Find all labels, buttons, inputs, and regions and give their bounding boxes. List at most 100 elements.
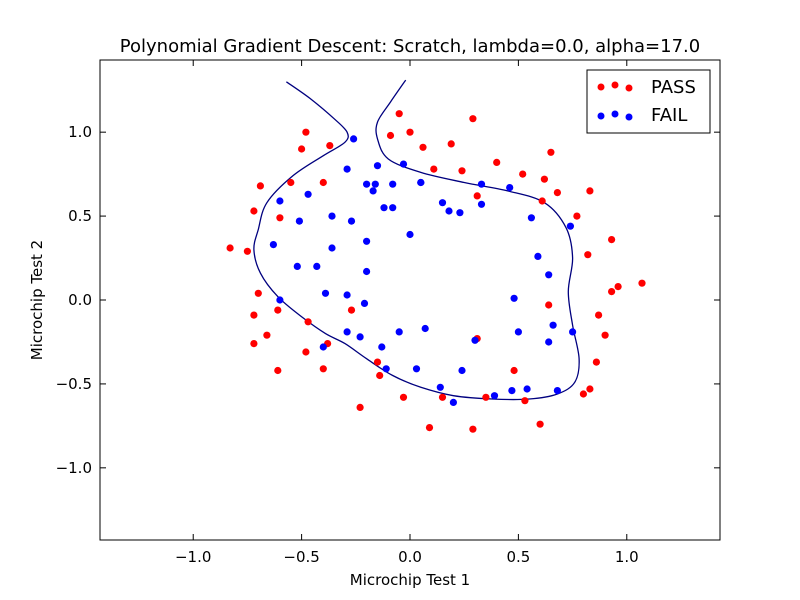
data-point-pass bbox=[304, 318, 312, 326]
data-point-fail bbox=[545, 271, 553, 279]
data-point-pass bbox=[287, 178, 295, 187]
x-tick-label: −1.0 bbox=[175, 548, 211, 566]
x-tick-label: 0.0 bbox=[398, 548, 422, 566]
data-point-pass bbox=[395, 110, 403, 118]
data-point-pass bbox=[579, 390, 588, 398]
data-point-pass bbox=[473, 192, 481, 200]
data-point-fail bbox=[456, 209, 464, 217]
data-point-pass bbox=[254, 289, 262, 297]
data-point-fail bbox=[527, 214, 536, 222]
data-point-pass bbox=[302, 128, 310, 136]
data-point-fail bbox=[363, 267, 371, 276]
data-point-fail bbox=[356, 333, 364, 341]
data-point-fail bbox=[350, 135, 358, 143]
y-tick-label: −0.5 bbox=[56, 375, 92, 393]
data-point-pass bbox=[319, 178, 327, 187]
data-point-pass bbox=[608, 236, 616, 244]
data-point-pass bbox=[482, 393, 490, 401]
x-tick-label: −0.5 bbox=[283, 548, 319, 566]
data-point-pass bbox=[356, 403, 364, 411]
data-point-fail bbox=[549, 321, 557, 329]
data-point-pass bbox=[274, 306, 282, 314]
data-point-fail bbox=[506, 184, 514, 192]
data-point-fail bbox=[363, 180, 371, 188]
data-point-pass bbox=[538, 197, 546, 205]
data-point-fail bbox=[421, 324, 429, 333]
data-point-pass bbox=[586, 385, 594, 393]
data-point-fail bbox=[395, 328, 403, 336]
data-point-fail bbox=[295, 217, 303, 225]
data-point-fail bbox=[471, 336, 479, 344]
legend-entry-fail: FAIL bbox=[597, 105, 687, 126]
data-point-pass bbox=[263, 331, 271, 339]
legend-entry-pass: PASS bbox=[597, 77, 696, 98]
data-point-fail bbox=[276, 296, 284, 304]
y-axis-ticks: −1.0 −0.5 0.0 0.5 1.0 bbox=[56, 123, 720, 477]
legend-marker-pass bbox=[597, 83, 605, 91]
data-point-fail bbox=[321, 289, 330, 297]
data-point-fail bbox=[438, 199, 447, 207]
chart-title: Polynomial Gradient Descent: Scratch, la… bbox=[120, 36, 700, 57]
legend-box bbox=[586, 69, 711, 134]
data-point-pass bbox=[406, 128, 414, 136]
data-point-pass bbox=[399, 393, 408, 401]
data-point-pass bbox=[584, 251, 592, 259]
data-point-fail bbox=[382, 365, 390, 373]
data-point-pass bbox=[226, 244, 234, 252]
data-point-fail bbox=[436, 383, 444, 391]
data-point-fail bbox=[508, 387, 516, 395]
data-point-fail bbox=[534, 252, 542, 260]
data-point-fail bbox=[378, 343, 386, 351]
data-point-pass bbox=[601, 331, 609, 339]
data-point-fail bbox=[319, 343, 327, 351]
data-point-pass bbox=[250, 207, 258, 215]
data-point-fail bbox=[328, 244, 336, 252]
data-point-fail bbox=[373, 162, 382, 170]
legend-marker-fail bbox=[625, 113, 633, 121]
data-point-fail bbox=[406, 230, 414, 239]
data-point-fail bbox=[477, 180, 486, 188]
data-point-pass bbox=[347, 306, 356, 314]
data-point-fail bbox=[276, 197, 284, 205]
data-point-fail bbox=[399, 160, 408, 168]
data-point-pass bbox=[386, 131, 395, 140]
data-point-pass bbox=[419, 143, 427, 151]
data-point-fail bbox=[553, 387, 562, 395]
data-point-pass bbox=[430, 165, 438, 173]
data-point-pass bbox=[510, 366, 518, 375]
data-point-pass bbox=[469, 425, 477, 433]
data-point-fail bbox=[417, 178, 425, 187]
data-point-pass bbox=[608, 288, 616, 296]
x-axis-label: Microchip Test 1 bbox=[350, 571, 470, 589]
data-point-fail bbox=[545, 338, 553, 346]
data-point-pass bbox=[595, 311, 603, 319]
data-point-fail bbox=[371, 180, 379, 188]
data-point-pass bbox=[373, 358, 382, 366]
data-point-fail bbox=[269, 241, 277, 249]
data-point-fail bbox=[343, 291, 351, 299]
data-point-fail bbox=[566, 222, 575, 230]
x-tick-label: 0.5 bbox=[506, 548, 530, 566]
data-point-pass bbox=[250, 340, 258, 348]
data-point-fail bbox=[304, 190, 312, 198]
y-tick-label: 0.0 bbox=[68, 291, 92, 309]
decision-boundary-layer bbox=[253, 79, 580, 401]
data-point-pass bbox=[638, 279, 646, 287]
data-point-fail bbox=[313, 262, 321, 270]
data-points-layer bbox=[226, 110, 646, 433]
data-point-pass bbox=[586, 187, 594, 195]
data-point-fail bbox=[343, 328, 351, 336]
data-point-pass bbox=[447, 140, 455, 148]
legend-marker-fail bbox=[597, 112, 605, 120]
data-point-fail bbox=[343, 165, 351, 173]
y-tick-label: 1.0 bbox=[68, 123, 92, 141]
data-point-fail bbox=[369, 187, 377, 195]
data-point-fail bbox=[458, 366, 466, 375]
data-point-pass bbox=[274, 366, 282, 375]
data-point-fail bbox=[477, 200, 486, 208]
data-point-fail bbox=[569, 328, 577, 336]
y-tick-label: 0.5 bbox=[68, 207, 92, 225]
data-point-fail bbox=[380, 204, 388, 212]
data-point-pass bbox=[573, 212, 581, 220]
